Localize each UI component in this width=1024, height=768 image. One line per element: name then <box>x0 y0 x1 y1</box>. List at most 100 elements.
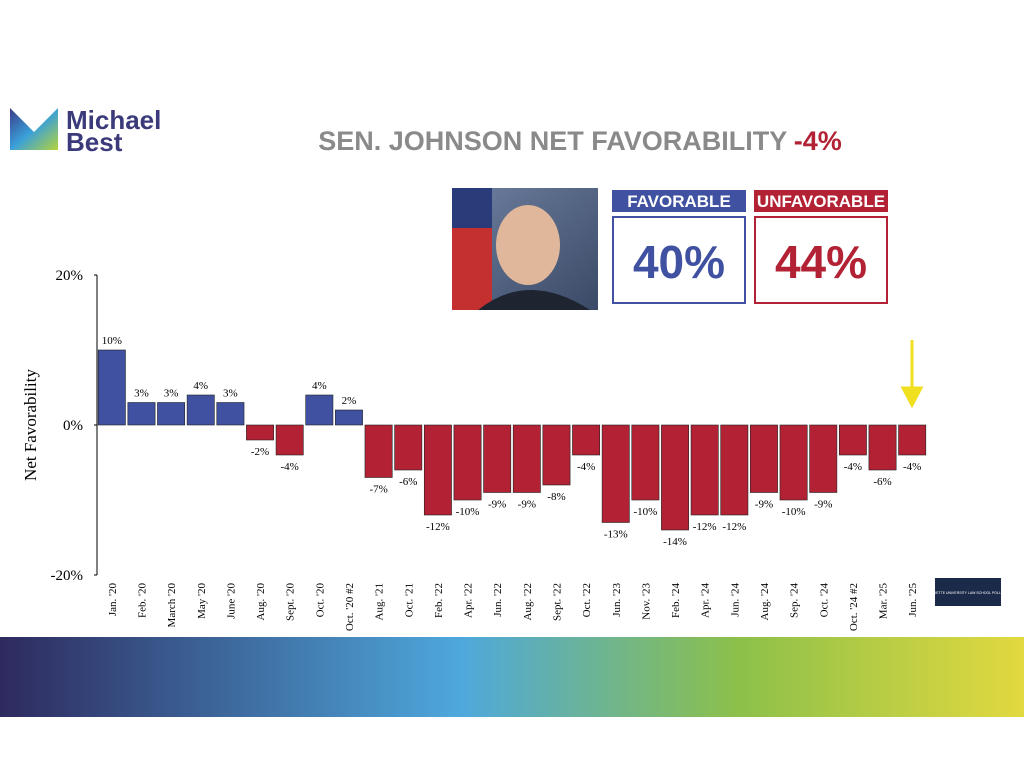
value-label: 2% <box>342 395 357 407</box>
bar <box>898 424 927 456</box>
value-label: 3% <box>134 388 149 400</box>
poll-logo-text: MARQUETTE UNIVERSITY LAW SCHOOL POLL <box>923 591 1001 595</box>
y-tick-label: -20% <box>51 568 84 584</box>
x-tick-label: Oct. '20 #2 <box>344 583 356 631</box>
value-label: -10% <box>633 506 657 518</box>
x-tick-label: Jan. '20 <box>107 583 119 617</box>
value-label: -12% <box>426 521 450 533</box>
x-tick-label: Oct. '24 #2 <box>848 583 860 631</box>
value-label: -9% <box>755 499 773 511</box>
x-tick-label: Sep. '24 <box>789 583 801 618</box>
value-label: -13% <box>604 529 628 541</box>
favorable-value: 40% <box>633 236 725 288</box>
x-tick-label: Oct. '24 <box>818 583 830 618</box>
bar <box>601 424 630 523</box>
x-tick-label: Jun. '24 <box>729 583 741 617</box>
x-tick-label: Oct. '22 <box>581 583 593 617</box>
x-tick-label: Aug. '24 <box>759 583 771 621</box>
bar <box>453 424 482 501</box>
x-tick-label: Apr. '22 <box>463 583 475 618</box>
x-tick-label: Sept. '22 <box>551 583 563 621</box>
bar <box>423 424 452 516</box>
x-tick-label: May '20 <box>196 583 208 619</box>
value-label: -9% <box>518 499 536 511</box>
title-value: -4% <box>794 126 842 156</box>
value-label: 10% <box>102 335 122 347</box>
bar <box>157 402 186 426</box>
value-label: -4% <box>577 461 595 473</box>
value-label: -6% <box>399 476 417 488</box>
value-label: -9% <box>814 499 832 511</box>
bar <box>275 424 304 456</box>
value-label: -8% <box>547 491 565 503</box>
bar <box>246 424 274 441</box>
logo-text: Michael <box>66 105 161 135</box>
bar <box>542 424 571 486</box>
value-label: -12% <box>693 521 717 533</box>
bar <box>690 424 719 516</box>
unfavorable-label: UNFAVORABLE <box>757 192 885 211</box>
arrow <box>900 340 924 409</box>
bar <box>127 402 156 426</box>
x-tick-label: Jun. '25 <box>907 583 919 617</box>
value-label: -4% <box>844 461 862 473</box>
bar <box>483 424 512 493</box>
value-label: 4% <box>193 380 208 392</box>
x-tick-label: Apr. '24 <box>700 583 712 618</box>
bar <box>512 424 541 493</box>
value-label: -2% <box>251 446 269 458</box>
bar <box>720 424 749 516</box>
x-tick-label: Jun. '23 <box>611 583 623 617</box>
favorable-label: FAVORABLE <box>627 192 731 211</box>
bar <box>868 424 897 471</box>
y-axis-label: Net Favorability <box>21 369 40 481</box>
unfavorable-value: 44% <box>775 236 867 288</box>
x-tick-label: Feb. '24 <box>670 583 682 618</box>
bar <box>779 424 808 501</box>
x-tick-label: Oct. '21 <box>403 583 415 617</box>
bar <box>809 424 838 493</box>
bar <box>364 424 393 478</box>
bar <box>631 424 660 501</box>
photo <box>452 188 598 310</box>
x-tick-label: Mar. '25 <box>878 583 890 620</box>
x-tick-label: Oct. '20 <box>314 583 326 618</box>
value-label: -6% <box>873 476 891 488</box>
unfavorable-header <box>754 190 888 212</box>
logo-mark <box>10 108 58 150</box>
chart-title: SEN. JOHNSON NET FAVORABILITY -4% <box>318 126 842 156</box>
bar <box>335 409 363 426</box>
bar <box>186 394 215 426</box>
color-band <box>0 637 1024 717</box>
x-tick-label: June '20 <box>225 583 237 619</box>
y-tick-label: 20% <box>56 268 84 284</box>
x-tick-label: Nov. '23 <box>640 583 652 620</box>
bar <box>305 394 334 426</box>
value-label: -10% <box>782 506 806 518</box>
value-label: -4% <box>281 461 299 473</box>
bar <box>394 424 423 471</box>
plot: -20% 0% 20% Jan. '20 10% Feb. '20 3% March '20 3… <box>51 268 927 631</box>
x-tick-label: Aug. '20 <box>255 583 267 621</box>
bar <box>572 424 601 456</box>
favorable-box <box>612 216 746 304</box>
value-label: -4% <box>903 461 921 473</box>
x-tick-label: Feb. '20 <box>136 583 148 618</box>
y-tick-label: 0% <box>63 418 83 434</box>
value-label: -12% <box>722 521 746 533</box>
logo-text: Best <box>66 127 123 157</box>
value-label: -7% <box>369 484 387 496</box>
poll-logo <box>935 578 1001 606</box>
value-label: -14% <box>663 536 687 548</box>
favorable-header <box>612 190 746 212</box>
bar <box>750 424 778 493</box>
x-tick-label: March '20 <box>166 583 178 628</box>
value-label: 3% <box>223 388 238 400</box>
value-label: 3% <box>164 388 179 400</box>
title-text: SEN. JOHNSON NET FAVORABILITY <box>318 126 787 156</box>
x-tick-label: Aug. '22 <box>522 583 534 620</box>
x-tick-label: Jun. '22 <box>492 583 504 617</box>
bar <box>838 424 867 456</box>
x-tick-label: Feb. '22 <box>433 583 445 618</box>
